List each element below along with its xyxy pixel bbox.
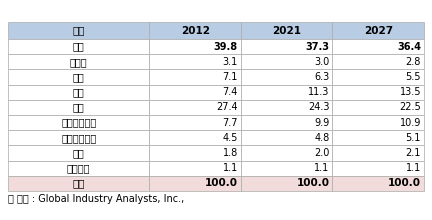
Text: 100.0: 100.0 xyxy=(296,178,330,188)
Bar xyxy=(333,100,424,115)
Text: 3.1: 3.1 xyxy=(223,57,238,67)
Bar xyxy=(149,69,241,85)
Text: － 출처 : Global Industry Analysts, Inc.,: － 출처 : Global Industry Analysts, Inc., xyxy=(8,194,184,204)
Text: 7.4: 7.4 xyxy=(222,87,238,97)
Bar xyxy=(241,22,333,39)
Bar xyxy=(333,69,424,85)
Text: 39.8: 39.8 xyxy=(214,42,238,52)
Text: 2012: 2012 xyxy=(181,26,210,35)
Bar xyxy=(241,54,333,69)
Text: 100.0: 100.0 xyxy=(388,178,421,188)
Bar xyxy=(8,22,149,39)
Text: 1.1: 1.1 xyxy=(314,163,330,173)
Bar xyxy=(241,100,333,115)
Text: 중동: 중동 xyxy=(73,148,85,158)
Text: 7.7: 7.7 xyxy=(222,118,238,128)
Text: 1.1: 1.1 xyxy=(406,163,421,173)
Text: 캐나다: 캐나다 xyxy=(70,57,88,67)
Text: 5.1: 5.1 xyxy=(406,133,421,143)
Bar xyxy=(8,39,149,54)
Text: 9.9: 9.9 xyxy=(314,118,330,128)
Text: 1.1: 1.1 xyxy=(223,163,238,173)
Text: 라틴아메리카: 라틴아메리카 xyxy=(61,133,96,143)
Bar xyxy=(8,85,149,100)
Bar xyxy=(8,100,149,115)
Bar xyxy=(149,161,241,176)
Bar xyxy=(149,130,241,145)
Bar xyxy=(241,145,333,161)
Bar xyxy=(333,54,424,69)
Text: 13.5: 13.5 xyxy=(400,87,421,97)
Text: 미국: 미국 xyxy=(73,42,85,52)
Bar xyxy=(241,130,333,145)
Bar xyxy=(8,130,149,145)
Text: 2.8: 2.8 xyxy=(406,57,421,67)
Text: 36.4: 36.4 xyxy=(397,42,421,52)
Bar xyxy=(241,115,333,130)
Bar xyxy=(241,69,333,85)
Text: 10.9: 10.9 xyxy=(400,118,421,128)
Text: 7.1: 7.1 xyxy=(222,72,238,82)
Text: 2027: 2027 xyxy=(364,26,393,35)
Text: 아프리카: 아프리카 xyxy=(67,163,90,173)
Bar xyxy=(8,161,149,176)
Text: 2.1: 2.1 xyxy=(406,148,421,158)
Text: 일본: 일본 xyxy=(73,72,85,82)
Text: 4.5: 4.5 xyxy=(222,133,238,143)
Bar xyxy=(149,100,241,115)
Bar xyxy=(241,176,333,191)
Bar xyxy=(333,115,424,130)
Bar xyxy=(241,161,333,176)
Bar xyxy=(149,176,241,191)
Bar xyxy=(333,130,424,145)
Text: 지역: 지역 xyxy=(73,26,85,35)
Bar xyxy=(333,145,424,161)
Text: 중국: 중국 xyxy=(73,87,85,97)
Text: 1.8: 1.8 xyxy=(223,148,238,158)
Bar xyxy=(149,85,241,100)
Bar xyxy=(8,176,149,191)
Text: 100.0: 100.0 xyxy=(205,178,238,188)
Bar xyxy=(241,39,333,54)
Bar xyxy=(149,54,241,69)
Text: 아시아태평양: 아시아태평양 xyxy=(61,118,96,128)
Bar xyxy=(149,115,241,130)
Text: 4.8: 4.8 xyxy=(314,133,330,143)
Text: 24.3: 24.3 xyxy=(308,102,330,112)
Bar xyxy=(333,39,424,54)
Bar xyxy=(333,85,424,100)
Text: 37.3: 37.3 xyxy=(305,42,330,52)
Text: 2.0: 2.0 xyxy=(314,148,330,158)
Bar xyxy=(149,145,241,161)
Bar xyxy=(149,22,241,39)
Text: 27.4: 27.4 xyxy=(216,102,238,112)
Bar xyxy=(333,22,424,39)
Bar xyxy=(8,69,149,85)
Bar xyxy=(8,145,149,161)
Text: 11.3: 11.3 xyxy=(308,87,330,97)
Text: 6.3: 6.3 xyxy=(314,72,330,82)
Text: 22.5: 22.5 xyxy=(399,102,421,112)
Bar xyxy=(333,161,424,176)
Text: 2021: 2021 xyxy=(272,26,301,35)
Bar xyxy=(333,176,424,191)
Text: 3.0: 3.0 xyxy=(314,57,330,67)
Bar xyxy=(8,115,149,130)
Bar xyxy=(241,85,333,100)
Text: 5.5: 5.5 xyxy=(406,72,421,82)
Bar xyxy=(8,54,149,69)
Text: 유럽: 유럽 xyxy=(73,102,85,112)
Text: 합계: 합계 xyxy=(73,178,85,188)
Bar xyxy=(149,39,241,54)
